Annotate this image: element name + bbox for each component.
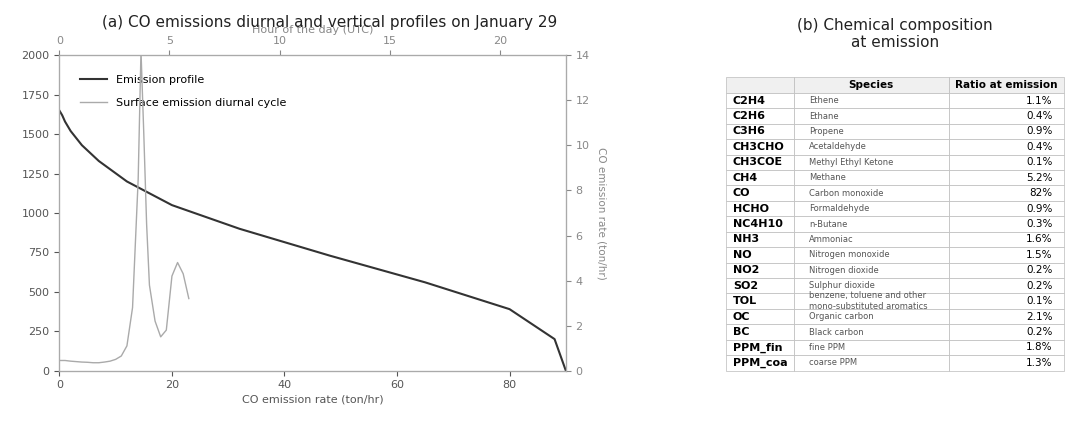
Legend: Emission profile, Surface emission diurnal cycle: Emission profile, Surface emission diurn… <box>76 70 291 112</box>
Text: (a) CO emissions diurnal and vertical profiles on January 29: (a) CO emissions diurnal and vertical pr… <box>102 15 557 30</box>
Y-axis label: CO emission rate (ton/hr): CO emission rate (ton/hr) <box>596 147 606 279</box>
X-axis label: CO emission rate (ton/hr): CO emission rate (ton/hr) <box>242 394 383 405</box>
Title: (b) Chemical composition
at emission: (b) Chemical composition at emission <box>797 17 993 50</box>
X-axis label: Hour of the day (UTC): Hour of the day (UTC) <box>252 25 374 35</box>
